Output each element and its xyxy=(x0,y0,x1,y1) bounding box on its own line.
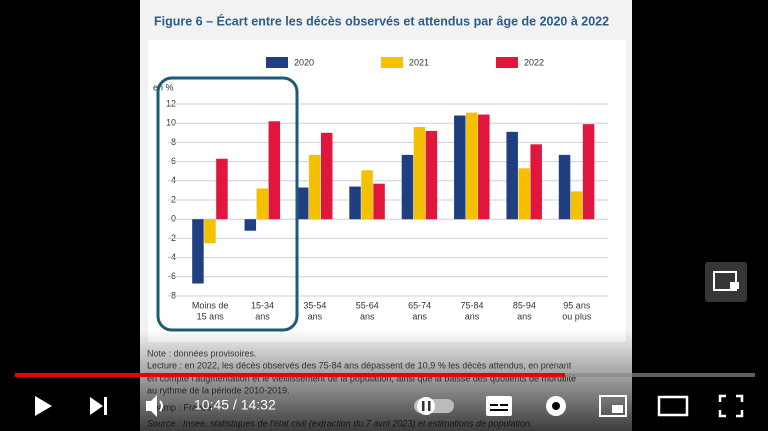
y-tick-label: 2 xyxy=(171,194,176,204)
x-tick-label: ans xyxy=(412,311,427,321)
bar xyxy=(413,127,426,220)
y-tick-label: -4 xyxy=(168,252,176,262)
subtitles-button[interactable] xyxy=(486,396,512,416)
y-tick-label: 6 xyxy=(171,156,176,166)
bar xyxy=(466,112,478,220)
x-tick-label: 85-94 xyxy=(513,300,536,310)
bar xyxy=(268,121,281,220)
bar xyxy=(478,114,490,220)
legend-swatch xyxy=(496,57,518,68)
bar xyxy=(296,187,309,220)
y-tick-label: 4 xyxy=(171,175,176,185)
time-display: 10:45 / 14:32 xyxy=(194,397,276,413)
volume-button[interactable] xyxy=(146,395,163,417)
x-tick-label: ans xyxy=(308,311,323,321)
legend-label: 2022 xyxy=(524,57,544,67)
y-tick-label: 12 xyxy=(166,98,176,108)
x-tick-label: 15 ans xyxy=(197,311,225,321)
bar xyxy=(530,144,542,220)
x-tick-label: 65-74 xyxy=(408,300,431,310)
controls-shade xyxy=(0,330,768,431)
y-tick-label: 10 xyxy=(166,118,176,128)
legend-label: 2021 xyxy=(409,57,429,67)
bar xyxy=(582,124,595,220)
chart-title: Figure 6 – Écart entre les décès observé… xyxy=(154,13,609,28)
fullscreen-button[interactable] xyxy=(718,394,744,418)
x-tick-label: 75-84 xyxy=(461,300,484,310)
x-tick-label: ans xyxy=(360,311,375,321)
miniplayer-button[interactable] xyxy=(599,395,627,417)
bar xyxy=(373,183,385,220)
bar xyxy=(401,154,414,220)
play-button[interactable] xyxy=(35,396,52,416)
x-tick-label: 15-34 xyxy=(251,300,274,310)
legend-label: 2020 xyxy=(294,57,314,67)
bar xyxy=(570,191,583,220)
legend-swatch xyxy=(381,57,403,68)
x-tick-label: ou plus xyxy=(562,311,592,321)
cast-overlay-button[interactable] xyxy=(705,262,747,302)
bar xyxy=(506,131,518,220)
bar xyxy=(256,188,269,220)
bar xyxy=(204,219,216,244)
bar xyxy=(425,130,438,220)
bar xyxy=(320,132,333,220)
bar xyxy=(558,154,571,220)
x-tick-label: ans xyxy=(465,311,480,321)
autoplay-toggle[interactable] xyxy=(414,397,454,415)
x-tick-label: 55-64 xyxy=(356,300,379,310)
y-tick-label: -6 xyxy=(168,271,176,281)
next-button[interactable] xyxy=(90,397,107,415)
y-tick-label: 0 xyxy=(171,214,176,224)
progress-played[interactable] xyxy=(15,373,565,377)
y-tick-label: 8 xyxy=(171,137,176,147)
bar xyxy=(192,219,204,284)
y-tick-label: -2 xyxy=(168,233,176,243)
bar xyxy=(454,115,466,220)
legend-swatch xyxy=(266,57,288,68)
y-axis-label: en % xyxy=(153,82,174,92)
x-tick-label: 35-54 xyxy=(303,300,326,310)
bar xyxy=(518,168,530,220)
bar xyxy=(244,219,257,231)
theater-button[interactable] xyxy=(657,395,689,417)
bar xyxy=(349,186,361,220)
y-tick-label: -8 xyxy=(168,290,176,300)
settings-button[interactable] xyxy=(546,396,566,416)
x-tick-label: Moins de xyxy=(192,300,229,310)
x-tick-label: ans xyxy=(255,311,270,321)
bar xyxy=(361,170,373,220)
bar xyxy=(216,158,228,220)
x-tick-label: 95 ans xyxy=(563,300,591,310)
bar xyxy=(308,154,321,220)
x-tick-label: ans xyxy=(517,311,532,321)
